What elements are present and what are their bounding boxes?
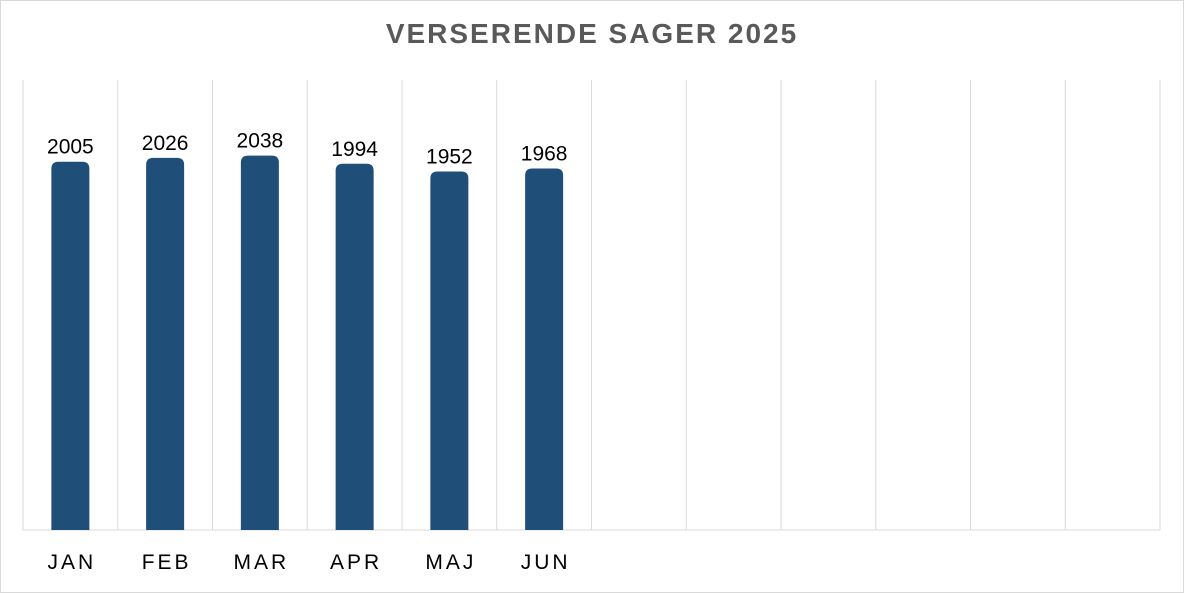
category-label: APR [330,551,382,574]
category-label: JUN [521,551,571,574]
chart-title: VERSERENDE SAGER 2025 [385,18,799,49]
data-label: 2026 [142,132,189,155]
bar-maj [430,171,469,530]
bar-mar [240,155,279,530]
category-label: JAN [48,551,97,574]
data-label: 1952 [426,145,473,168]
category-labels: JAN FEB MAR APR MAJ JUN [48,551,571,574]
bar-jan [51,161,90,531]
category-label: MAJ [425,551,476,574]
category-label: FEB [142,551,192,574]
data-label: 1968 [521,143,568,166]
bars [51,155,564,531]
bar-apr [335,163,374,530]
data-labels: 2005 2026 2038 1994 1952 1968 [47,130,567,169]
data-label: 2038 [237,130,284,153]
data-label: 2005 [47,136,94,159]
bar-jun [525,168,564,530]
gridlines [22,80,1161,531]
category-label: MAR [234,551,290,574]
data-label: 1994 [331,138,378,161]
bar-feb [146,157,185,530]
